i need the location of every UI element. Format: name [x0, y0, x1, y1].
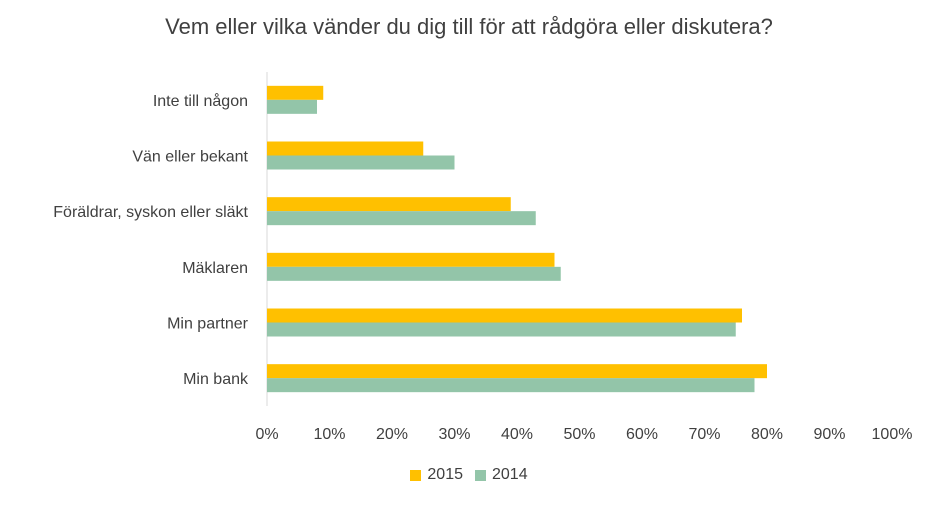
legend-label-2014: 2014 — [492, 466, 528, 483]
bar-2015-2 — [267, 141, 424, 156]
category-label: Min bank — [183, 371, 249, 388]
x-tick-label: 80% — [751, 426, 783, 443]
legend-swatch-2014 — [475, 469, 486, 481]
bar-2014-1 — [267, 99, 317, 114]
x-tick-label: 0% — [255, 426, 278, 443]
bar-2015-4 — [267, 252, 555, 267]
bar-2014-2 — [267, 155, 455, 170]
bar-2015-6 — [267, 364, 767, 379]
x-tick-label: 30% — [438, 426, 470, 443]
bar-2015-5 — [267, 308, 742, 323]
bar-2015-3 — [267, 197, 511, 212]
x-tick-label: 90% — [813, 426, 845, 443]
category-label: Inte till någon — [153, 92, 248, 110]
bar-2014-5 — [267, 322, 736, 337]
x-tick-label: 70% — [688, 426, 720, 443]
bar-2014-6 — [267, 378, 755, 393]
bar-2014-4 — [267, 266, 561, 281]
x-tick-label: 100% — [872, 426, 913, 443]
category-label: Föräldrar, syskon eller släkt — [53, 204, 248, 221]
bar-2015-1 — [267, 85, 324, 100]
chart-legend: 2015 2014 — [0, 466, 938, 484]
category-label: Vän eller bekant — [132, 149, 248, 166]
chart-title: Vem eller vilka vänder du dig till för a… — [165, 14, 773, 39]
category-label: Min partner — [167, 316, 249, 333]
legend-label-2015: 2015 — [427, 466, 463, 483]
category-label: Mäklaren — [182, 260, 248, 277]
x-tick-label: 20% — [376, 426, 408, 443]
legend-item-2015: 2015 — [410, 466, 463, 484]
x-tick-label: 40% — [501, 426, 533, 443]
x-tick-label: 10% — [313, 426, 345, 443]
legend-item-2014: 2014 — [475, 466, 528, 484]
bar-2014-3 — [267, 211, 536, 226]
x-tick-label: 50% — [563, 426, 595, 443]
x-tick-label: 60% — [626, 426, 658, 443]
legend-swatch-2015 — [410, 469, 422, 481]
